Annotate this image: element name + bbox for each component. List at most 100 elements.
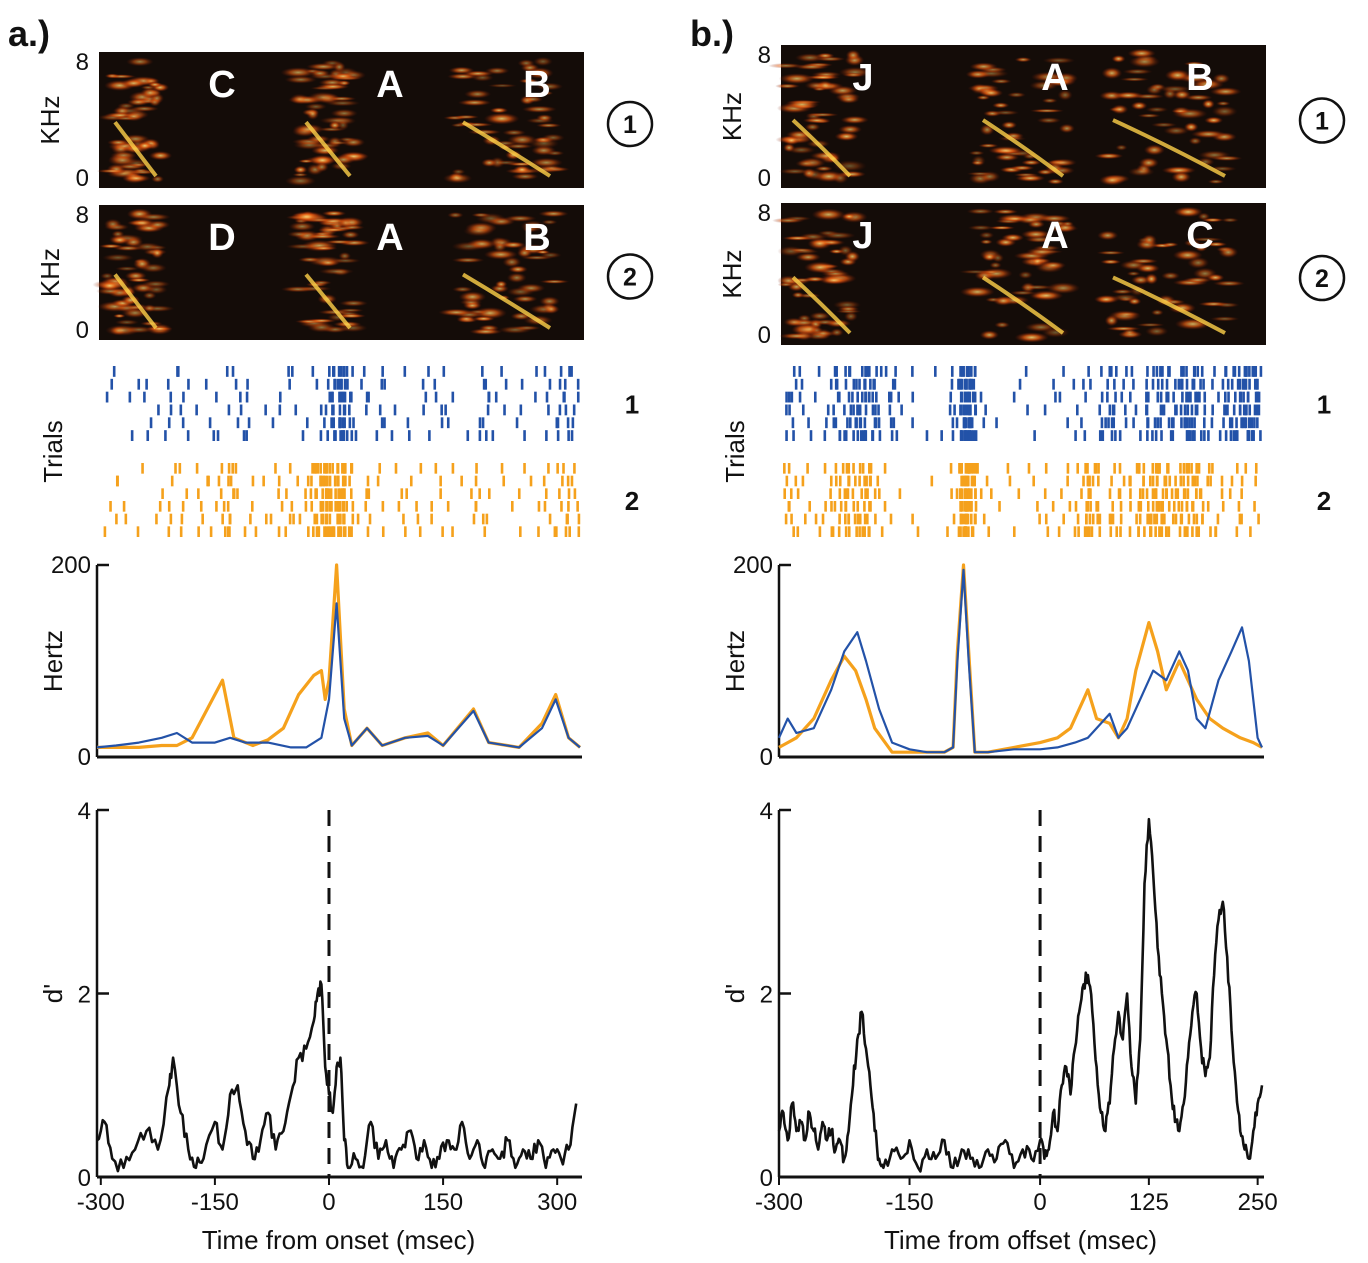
spike <box>965 513 968 525</box>
spike <box>1139 501 1143 512</box>
spike <box>337 526 340 537</box>
spike <box>958 463 961 474</box>
spike <box>1194 488 1198 499</box>
spike <box>1164 526 1168 537</box>
spike <box>351 366 354 377</box>
spike <box>1088 513 1092 525</box>
spike <box>337 488 340 499</box>
syllable-label: D <box>208 217 235 259</box>
spike <box>112 366 116 377</box>
spike <box>545 391 549 403</box>
spike <box>1253 417 1256 429</box>
spike <box>864 366 868 377</box>
spike <box>1138 488 1142 499</box>
spike <box>336 475 340 487</box>
spike <box>1057 526 1061 537</box>
spike <box>1032 475 1035 487</box>
spike <box>1244 378 1248 390</box>
spike <box>158 501 162 512</box>
raster-condition-label: 1 <box>1317 390 1331 420</box>
spike <box>1119 501 1123 512</box>
spike <box>1183 404 1187 416</box>
spike <box>1230 475 1234 487</box>
spike <box>1109 513 1113 525</box>
spike <box>1250 417 1254 429</box>
spike <box>328 475 332 487</box>
spike <box>350 463 354 474</box>
spike <box>1247 417 1251 429</box>
spike <box>314 463 318 474</box>
spike <box>858 475 861 487</box>
spike <box>1248 366 1251 377</box>
spike <box>971 526 974 537</box>
spike <box>1256 417 1259 429</box>
spike <box>208 417 212 429</box>
spike <box>837 526 841 537</box>
spike <box>1118 488 1122 499</box>
spike <box>1244 463 1248 474</box>
spike <box>105 391 109 403</box>
spike <box>482 378 486 390</box>
spike <box>1185 391 1188 403</box>
spike <box>232 488 236 499</box>
spike <box>1216 513 1220 525</box>
spike <box>169 513 173 525</box>
spike <box>166 378 170 390</box>
spike <box>846 488 850 499</box>
spike <box>1210 417 1214 429</box>
harmonic-sweep <box>1112 118 1226 178</box>
spike <box>421 378 425 390</box>
spike <box>959 366 962 377</box>
spike <box>821 513 825 525</box>
spike <box>1193 475 1197 487</box>
spike <box>1114 391 1117 403</box>
spike <box>451 526 454 537</box>
spike <box>274 463 277 474</box>
spike <box>1174 513 1178 525</box>
spike <box>1026 404 1029 416</box>
spike <box>1235 430 1239 441</box>
spike <box>239 404 243 416</box>
spike <box>204 378 208 390</box>
spike <box>1202 378 1205 390</box>
condition-circle-label: 2 <box>1315 265 1329 293</box>
spike <box>441 526 444 537</box>
spike <box>1129 488 1132 499</box>
spike <box>788 501 791 512</box>
spike <box>869 475 872 487</box>
spike <box>543 501 547 512</box>
spike <box>348 417 352 429</box>
spike <box>1110 366 1113 377</box>
spike <box>245 430 248 441</box>
spike <box>288 463 292 474</box>
condition-circle <box>606 253 654 300</box>
spike <box>895 430 899 441</box>
spike <box>1248 378 1251 390</box>
spike <box>345 430 349 441</box>
spike <box>784 513 788 525</box>
spike <box>577 526 581 537</box>
spike <box>860 366 864 377</box>
spike <box>1224 430 1228 441</box>
spike <box>336 513 340 525</box>
spike <box>843 404 846 416</box>
spike <box>1139 430 1142 441</box>
spike <box>428 430 431 441</box>
spike <box>1145 391 1148 403</box>
spike <box>380 378 384 390</box>
spike <box>1156 417 1160 429</box>
spike <box>1108 366 1112 377</box>
spike <box>366 526 370 537</box>
spike <box>969 501 973 512</box>
spike <box>1185 463 1189 474</box>
spike <box>974 404 978 416</box>
spike <box>1033 430 1036 441</box>
spike <box>1073 526 1077 537</box>
spike <box>451 463 455 474</box>
spike <box>1203 391 1207 403</box>
spike <box>1166 391 1170 403</box>
spike <box>149 417 153 429</box>
spike <box>1180 501 1184 512</box>
spike <box>844 513 847 525</box>
